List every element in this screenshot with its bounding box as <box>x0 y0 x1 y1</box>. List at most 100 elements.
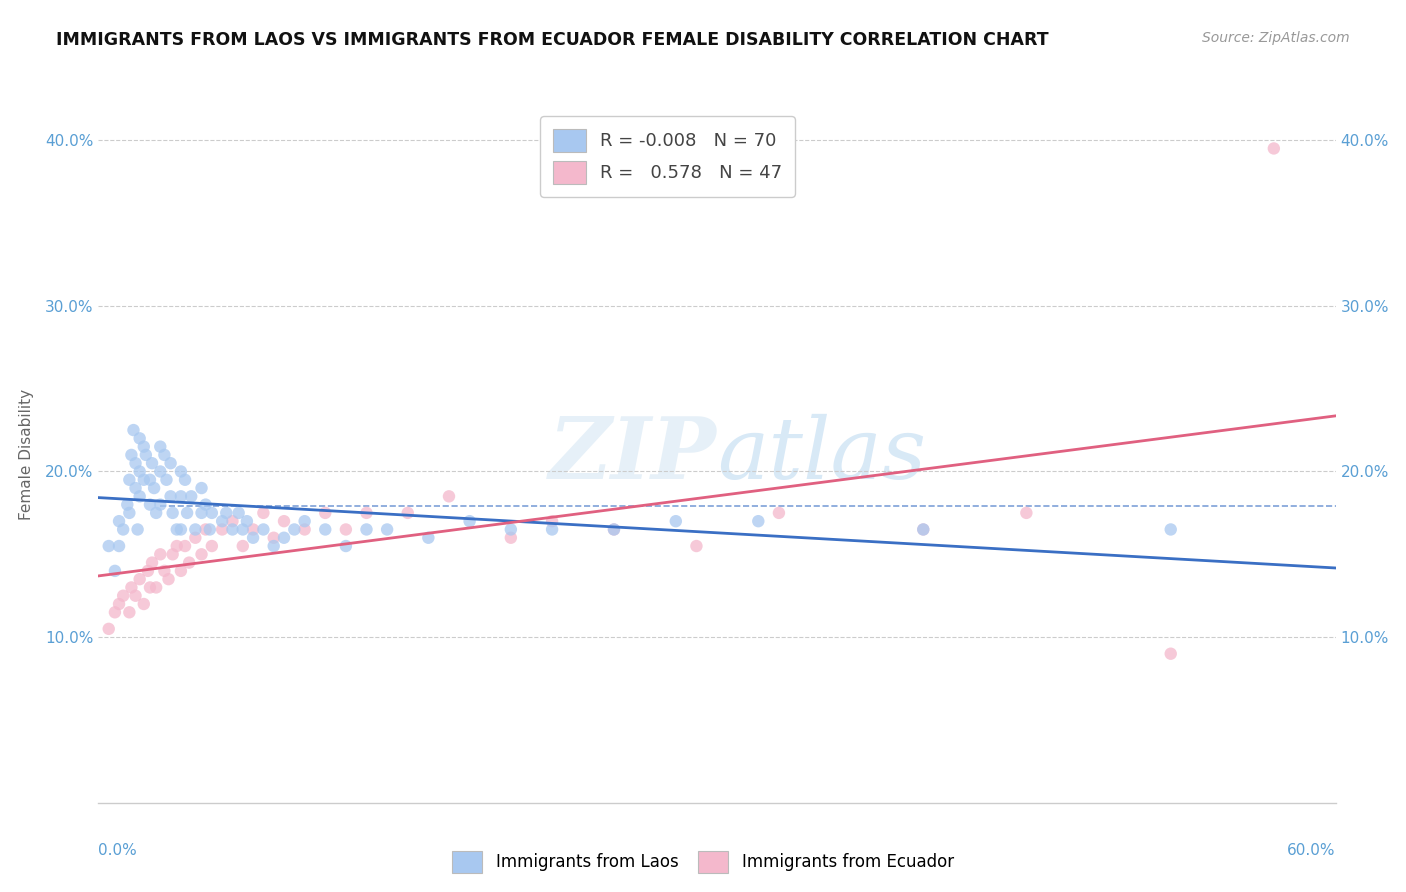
Text: 60.0%: 60.0% <box>1288 843 1336 858</box>
Point <box>127 523 149 537</box>
Point <box>141 456 163 470</box>
Point <box>149 498 172 512</box>
Point <box>124 481 146 495</box>
Text: Source: ZipAtlas.com: Source: ZipAtlas.com <box>1202 31 1350 45</box>
Point <box>155 473 177 487</box>
Point <box>603 523 626 537</box>
Point <box>145 506 167 520</box>
Point <box>263 531 285 545</box>
Point <box>108 597 131 611</box>
Point <box>356 506 378 520</box>
Point <box>232 523 254 537</box>
Point <box>194 523 217 537</box>
Point <box>139 498 162 512</box>
Point <box>162 547 184 561</box>
Point <box>176 506 198 520</box>
Point <box>153 448 176 462</box>
Point <box>1160 647 1182 661</box>
Point <box>198 523 221 537</box>
Point <box>157 572 180 586</box>
Point <box>263 539 285 553</box>
Point <box>499 531 522 545</box>
Point <box>120 448 142 462</box>
Point <box>170 465 193 479</box>
Point <box>252 523 274 537</box>
Point <box>912 523 935 537</box>
Point <box>117 498 139 512</box>
Point <box>97 622 120 636</box>
Point <box>273 514 295 528</box>
Point <box>170 523 193 537</box>
Legend: R = -0.008   N = 70, R =   0.578   N = 47: R = -0.008 N = 70, R = 0.578 N = 47 <box>540 116 794 197</box>
Point <box>418 531 440 545</box>
Point <box>143 481 166 495</box>
Point <box>136 564 159 578</box>
Point <box>118 605 141 619</box>
Point <box>232 539 254 553</box>
Point <box>221 514 243 528</box>
Point <box>294 514 316 528</box>
Point <box>145 581 167 595</box>
Point <box>170 564 193 578</box>
Point <box>747 514 769 528</box>
Point <box>128 431 150 445</box>
Point <box>190 506 212 520</box>
Point <box>122 423 145 437</box>
Point <box>170 489 193 503</box>
Point <box>128 465 150 479</box>
Point <box>242 531 264 545</box>
Point <box>252 506 274 520</box>
Point <box>499 523 522 537</box>
Legend: Immigrants from Laos, Immigrants from Ecuador: Immigrants from Laos, Immigrants from Ec… <box>446 845 960 880</box>
Point <box>159 456 181 470</box>
Point <box>228 506 250 520</box>
Point <box>356 523 378 537</box>
Point <box>118 506 141 520</box>
Point <box>273 531 295 545</box>
Point <box>180 489 202 503</box>
Point <box>242 523 264 537</box>
Point <box>108 539 131 553</box>
Point <box>118 473 141 487</box>
Point <box>184 523 207 537</box>
Point <box>1263 141 1285 155</box>
Point <box>396 506 419 520</box>
Point <box>665 514 688 528</box>
Point <box>1160 523 1182 537</box>
Point <box>141 556 163 570</box>
Point <box>314 506 336 520</box>
Point <box>124 589 146 603</box>
Point <box>104 605 127 619</box>
Point <box>112 523 135 537</box>
Point <box>135 448 157 462</box>
Point <box>201 539 224 553</box>
Point <box>108 514 131 528</box>
Point <box>162 506 184 520</box>
Point <box>912 523 935 537</box>
Point <box>112 589 135 603</box>
Point <box>132 473 155 487</box>
Point <box>335 539 357 553</box>
Point <box>283 523 305 537</box>
Text: 0.0%: 0.0% <box>98 843 138 858</box>
Point <box>221 523 243 537</box>
Point <box>179 556 201 570</box>
Point <box>1015 506 1038 520</box>
Point <box>190 547 212 561</box>
Point <box>159 489 181 503</box>
Point <box>211 514 233 528</box>
Point <box>314 523 336 537</box>
Point <box>603 523 626 537</box>
Point <box>174 473 197 487</box>
Point <box>139 581 162 595</box>
Point <box>458 514 481 528</box>
Point <box>184 531 207 545</box>
Point <box>166 539 188 553</box>
Point <box>294 523 316 537</box>
Point <box>132 597 155 611</box>
Point <box>149 440 172 454</box>
Point <box>685 539 707 553</box>
Point <box>541 523 564 537</box>
Text: IMMIGRANTS FROM LAOS VS IMMIGRANTS FROM ECUADOR FEMALE DISABILITY CORRELATION CH: IMMIGRANTS FROM LAOS VS IMMIGRANTS FROM … <box>56 31 1049 49</box>
Point <box>120 581 142 595</box>
